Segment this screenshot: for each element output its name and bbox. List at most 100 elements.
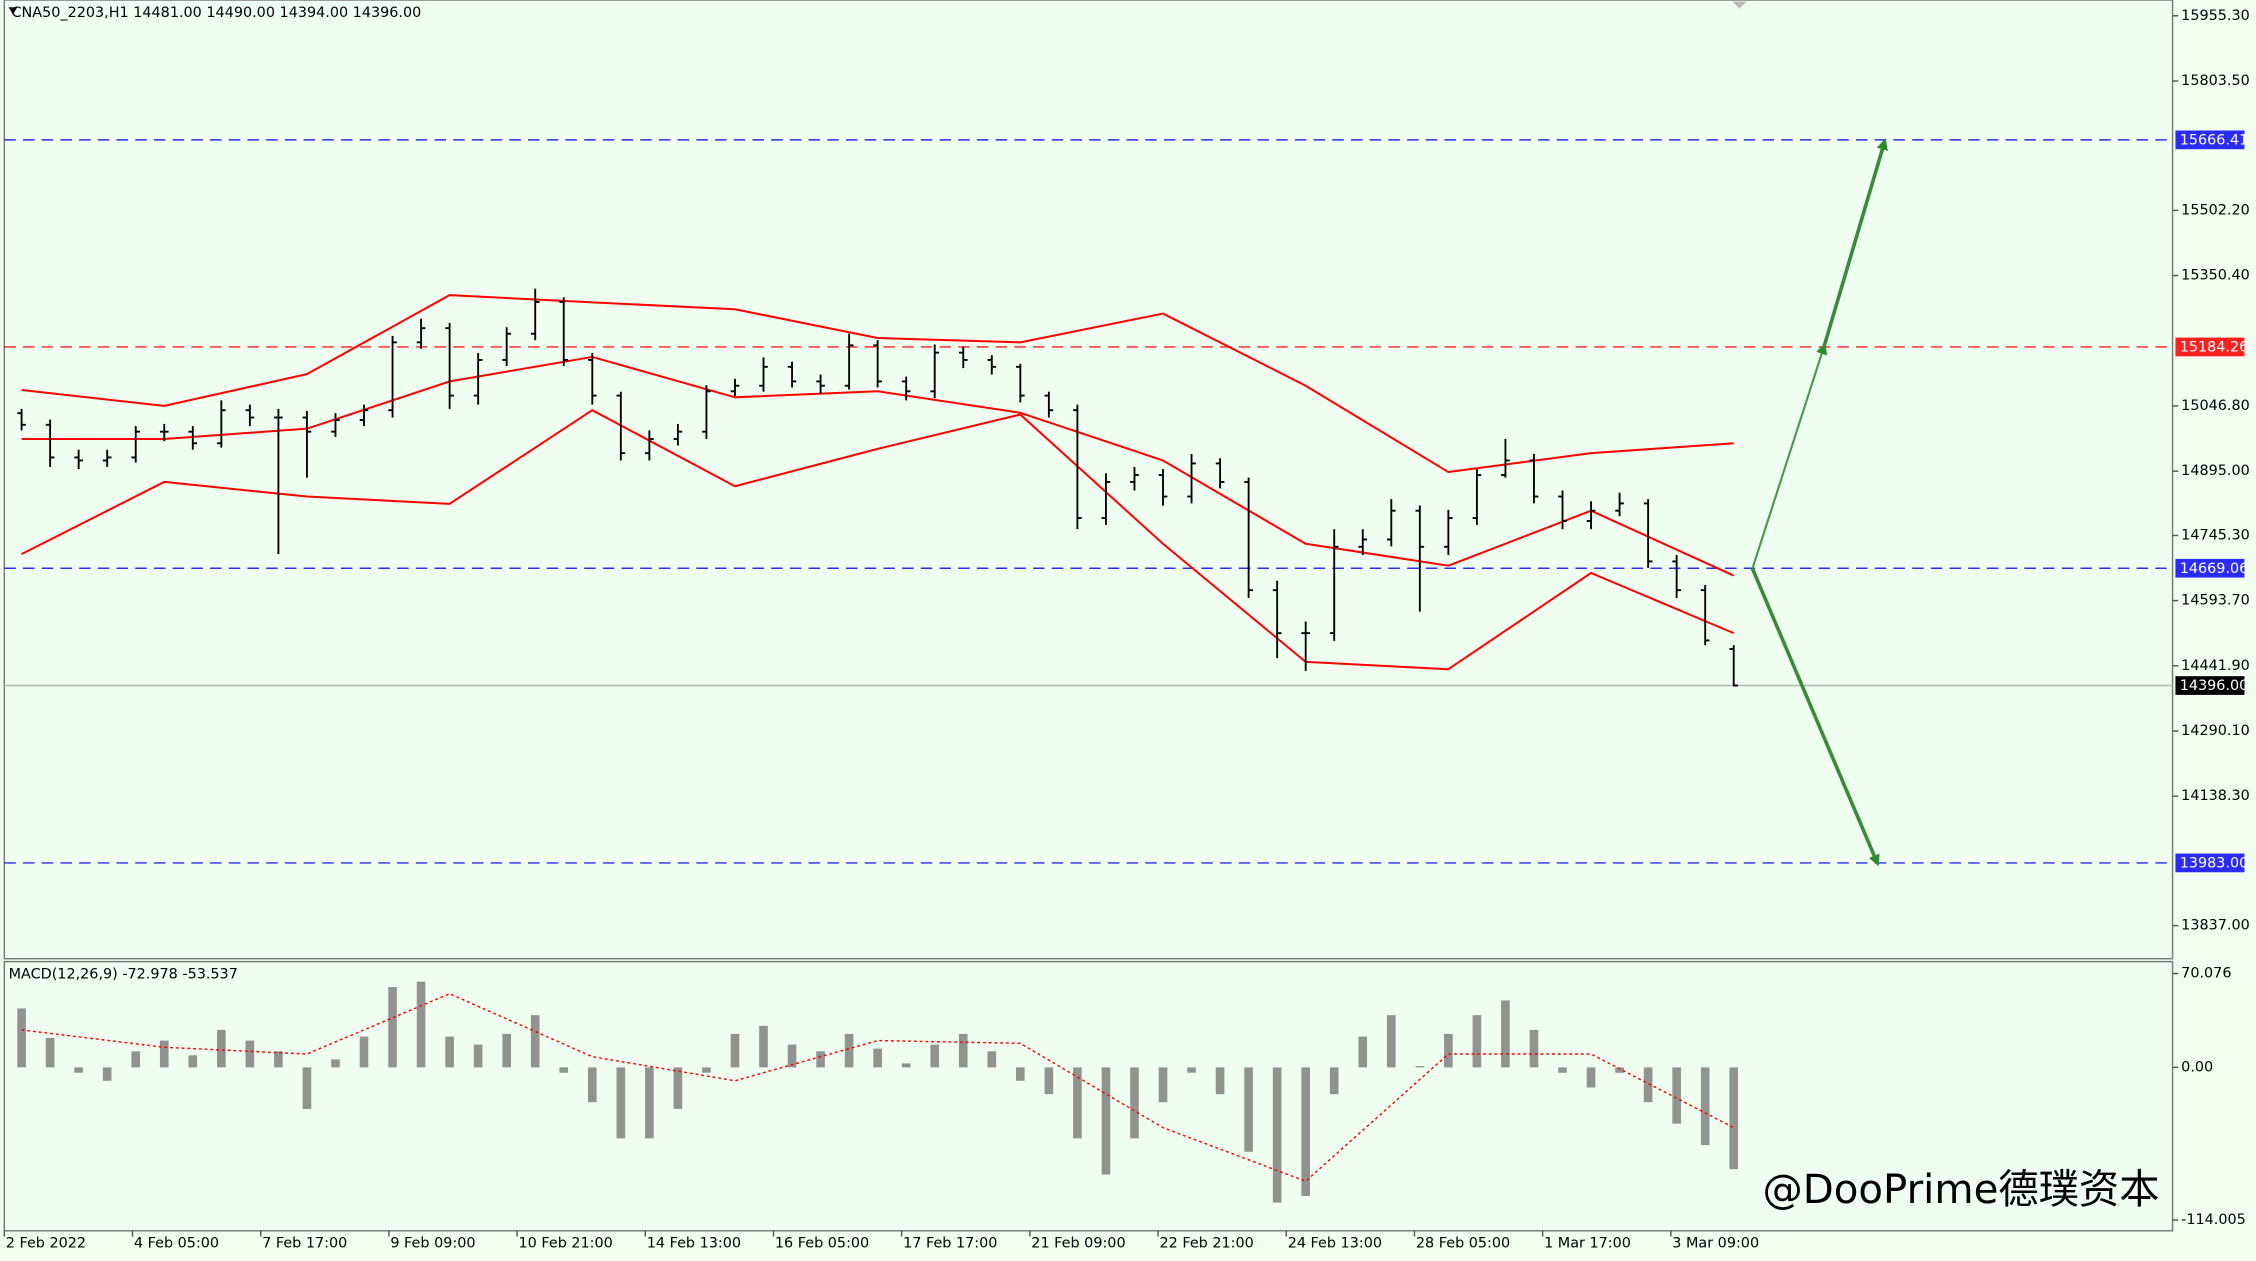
x-tick-label: 22 Feb 21:00 — [1160, 1236, 1254, 1252]
y-tick-label: 0.00 — [2181, 1059, 2213, 1075]
price-level-label: 13983.00 — [2180, 856, 2249, 872]
macd-bar — [930, 1044, 940, 1068]
macd-bar — [702, 1067, 711, 1073]
macd-bar — [1244, 1067, 1253, 1152]
macd-bar — [787, 1044, 797, 1068]
price-level-label: 14396.00 — [2180, 678, 2249, 694]
price-level-tag — [2175, 676, 2245, 695]
macd-bar — [45, 1037, 55, 1068]
forecast-arrows — [1750, 138, 1888, 867]
x-tick-label: 28 Feb 05:00 — [1416, 1236, 1510, 1252]
macd-bar — [1472, 1015, 1482, 1068]
macd-bar — [388, 987, 397, 1068]
macd-bar — [873, 1048, 882, 1068]
y-tick-label: 14745.30 — [2181, 527, 2250, 543]
macd-bar — [816, 1051, 825, 1068]
macd-bar — [530, 1015, 540, 1068]
y-tick-label: 14138.30 — [2181, 788, 2250, 804]
macd-bar — [1301, 1067, 1311, 1196]
macd-bar — [1130, 1067, 1139, 1139]
x-tick-label: 14 Feb 13:00 — [647, 1236, 741, 1252]
x-tick-label: 3 Mar 09:00 — [1672, 1236, 1759, 1252]
price-level-label: 14669.06 — [2180, 561, 2249, 577]
bollinger-lower — [21, 409, 1735, 671]
macd-bar — [987, 1051, 997, 1068]
y-tick-label: 70.076 — [2181, 966, 2231, 982]
macd-bar — [645, 1067, 654, 1139]
macd-bar — [1073, 1067, 1082, 1139]
macd-bar — [188, 1055, 198, 1068]
macd-bar — [958, 1033, 968, 1068]
y-tick-label: 13837.00 — [2181, 918, 2250, 934]
macd-bar — [1101, 1067, 1111, 1175]
macd-bar — [331, 1059, 340, 1068]
macd-bar — [1700, 1067, 1710, 1146]
macd-bar — [416, 981, 426, 1068]
macd-bar — [673, 1067, 683, 1109]
macd-bar — [730, 1033, 740, 1068]
macd-bar — [445, 1036, 454, 1068]
menu-triangle — [8, 7, 18, 15]
macd-bar — [473, 1044, 483, 1068]
x-tick-label: 17 Feb 17:00 — [903, 1236, 997, 1252]
main-title: CNA50_2203,H1 14481.00 14490.00 14394.00… — [12, 5, 422, 21]
macd-bar — [74, 1067, 83, 1073]
macd-bar — [359, 1036, 369, 1068]
macd-bar — [587, 1067, 597, 1103]
x-tick-label: 24 Feb 13:00 — [1288, 1236, 1382, 1252]
macd-bar — [616, 1067, 626, 1139]
price-level-tag — [2175, 130, 2245, 150]
macd-bar — [159, 1040, 169, 1068]
macd-bar — [1044, 1067, 1054, 1095]
x-tick-label: 7 Feb 17:00 — [262, 1236, 347, 1252]
watermark: @DooPrime德璞资本 — [1763, 1166, 2160, 1213]
y-tick-label: 15803.50 — [2181, 73, 2250, 89]
y-tick-label: 15502.20 — [2181, 202, 2250, 218]
macd-bar — [302, 1067, 312, 1109]
price-level-tag — [2175, 337, 2245, 357]
macd-bar — [131, 1051, 141, 1068]
macd-bar — [1672, 1067, 1681, 1124]
x-tick-label: 9 Feb 09:00 — [390, 1236, 475, 1252]
macd-bar — [1215, 1067, 1225, 1095]
shift-marker — [1732, 1, 1747, 9]
price-level-tag — [2175, 558, 2245, 578]
macd-bar — [502, 1033, 512, 1068]
macd-bar — [274, 1051, 283, 1068]
price-level-label: 15184.26 — [2180, 340, 2249, 356]
macd-bar — [1386, 1015, 1396, 1068]
y-tick-label: 15350.40 — [2181, 268, 2250, 284]
macd-bar — [1501, 1000, 1510, 1068]
macd-panel — [3, 960, 2174, 1232]
y-tick-label: 14593.70 — [2181, 593, 2250, 609]
y-tick-label: 14441.90 — [2181, 658, 2250, 674]
y-tick-label: 14290.10 — [2181, 723, 2250, 739]
y-tick-label: 14895.00 — [2181, 463, 2250, 479]
macd-bar — [1272, 1067, 1282, 1203]
y-tick-label: 15046.80 — [2181, 398, 2250, 414]
macd-bar — [1529, 1029, 1539, 1068]
macd-bar — [559, 1067, 569, 1073]
macd-bar — [102, 1067, 112, 1081]
chart-layer: 15955.30 15803.50 15502.20 15350.40 15046.80… — [3, 8, 2250, 1252]
x-tick-label: 16 Feb 05:00 — [775, 1236, 869, 1252]
bollinger-upper — [21, 294, 1734, 474]
macd-bar — [17, 1008, 26, 1068]
macd-bar — [245, 1040, 255, 1068]
macd-bar — [1016, 1067, 1025, 1081]
macd-bar — [217, 1029, 226, 1068]
arrow-down — [1750, 567, 1880, 867]
macd-bar — [901, 1063, 911, 1068]
x-tick-label: 1 Mar 17:00 — [1544, 1236, 1631, 1252]
macd-bar — [1729, 1067, 1739, 1170]
main-panel — [3, 0, 2174, 960]
macd-bar — [1558, 1067, 1567, 1073]
macd-bar — [1586, 1067, 1596, 1088]
arrow-up-1 — [1751, 342, 1828, 569]
x-tick-label: 2 Feb 2022 — [6, 1236, 86, 1252]
macd-bar — [1615, 1067, 1624, 1073]
x-tick-label: 10 Feb 21:00 — [519, 1236, 613, 1252]
